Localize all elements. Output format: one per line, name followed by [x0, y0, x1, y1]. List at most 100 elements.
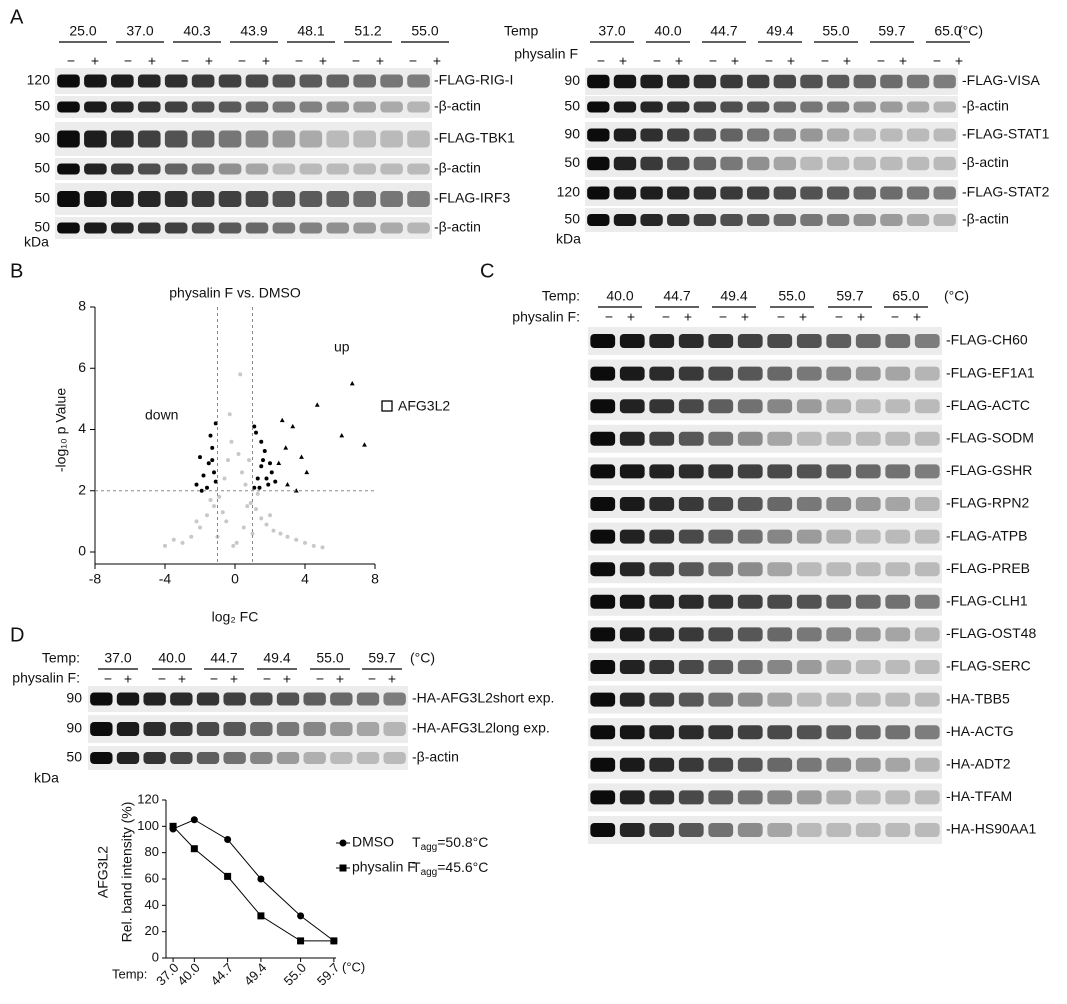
point	[297, 912, 305, 920]
x-tick-label: 59.7	[314, 960, 343, 989]
blot-band	[885, 594, 911, 609]
temperature-label: 55.0	[316, 650, 343, 666]
blot-band	[590, 431, 616, 446]
blot-band	[880, 214, 903, 226]
blot-band	[667, 128, 690, 142]
blot-band	[276, 722, 300, 736]
blot-band	[855, 366, 881, 381]
blot-band	[250, 752, 273, 764]
treatment-sign: −	[316, 671, 324, 687]
temperature-label: 48.1	[297, 23, 324, 39]
blot-band	[619, 725, 645, 740]
blot-band	[84, 163, 107, 175]
blot-band	[191, 163, 215, 175]
point	[234, 540, 239, 545]
blot-band	[826, 562, 852, 577]
temperature-label: 59.7	[368, 650, 395, 666]
blot-band	[800, 186, 823, 200]
blot-band	[885, 399, 911, 414]
blot-band	[796, 562, 822, 577]
point	[210, 445, 215, 450]
point	[226, 458, 230, 463]
blot-band	[137, 74, 161, 88]
treatment-sign: +	[283, 671, 291, 687]
blot-band	[223, 692, 246, 706]
tagg-label: Tagg=45.6°C	[412, 859, 488, 878]
line	[172, 825, 334, 942]
treatment-sign: −	[368, 671, 376, 687]
blot-band	[649, 660, 675, 674]
blot-band	[855, 334, 881, 348]
blot-band	[826, 692, 852, 707]
annotation: AFG3L2	[398, 398, 450, 414]
blot-band	[826, 74, 850, 89]
treatment-sign: +	[913, 309, 921, 325]
blot-band	[826, 399, 852, 414]
protein-label: -FLAG-CH60	[946, 332, 1028, 348]
protein-label: -HA-ACTG	[946, 723, 1014, 739]
blot-band	[590, 366, 616, 381]
blot-strip	[588, 783, 942, 812]
blot-band	[708, 757, 734, 772]
blot-strip	[588, 359, 942, 388]
kda-marker: 50	[34, 160, 50, 176]
blot-strip	[588, 555, 942, 584]
y-tick-label: 6	[78, 359, 86, 375]
blot-band	[380, 74, 403, 88]
treatment-sign: −	[877, 53, 885, 69]
treatment-sign: +	[684, 309, 692, 325]
x-tick-label: 0	[231, 571, 239, 587]
blot-band	[826, 790, 852, 805]
point	[362, 442, 367, 447]
kda-unit: kDa	[556, 231, 581, 247]
tagg-label: Tagg=50.8°C	[412, 834, 488, 853]
x-tick-label: 4	[301, 571, 309, 587]
blot-band	[649, 529, 675, 544]
point	[229, 439, 234, 444]
protein-label: -FLAG-RPN2	[946, 495, 1029, 511]
point	[279, 417, 285, 423]
temperature-label: 37.0	[126, 23, 153, 39]
blot-band	[619, 464, 645, 479]
blot-band	[590, 757, 616, 772]
protein-label: -FLAG-OST48	[946, 625, 1036, 641]
blot-band	[640, 156, 663, 171]
legend-label: physalin F	[352, 859, 416, 875]
blot-band	[678, 497, 704, 511]
blot-band	[737, 464, 763, 479]
blot-band	[303, 692, 326, 706]
temperature-label: 40.0	[606, 288, 633, 304]
blot-band	[356, 692, 380, 706]
x-tick-label: 8	[371, 571, 379, 587]
blot-band	[737, 790, 763, 805]
blot-band	[708, 725, 734, 740]
blot-band	[299, 130, 323, 148]
x-tick-label: 49.4	[241, 960, 270, 989]
blot-band	[885, 334, 911, 348]
blot-band	[619, 660, 645, 674]
blot-band	[796, 529, 822, 544]
blot-band	[906, 214, 930, 226]
blot-band	[767, 529, 793, 544]
blot-band	[678, 529, 704, 544]
point	[268, 461, 272, 466]
blot-band	[649, 757, 675, 772]
kda-marker: 90	[564, 126, 580, 142]
blot-band	[914, 562, 940, 577]
blot-band	[667, 214, 690, 226]
temperature-label: 44.7	[710, 23, 737, 39]
blot-band	[853, 214, 876, 226]
blot-band	[826, 156, 850, 171]
blot-band	[826, 128, 850, 142]
blot-band	[914, 366, 940, 381]
point	[303, 540, 307, 545]
temperature-label: 59.7	[878, 23, 905, 39]
temperature-label: 44.7	[210, 650, 237, 666]
blot-band	[164, 163, 188, 175]
x-axis-unit: (°C)	[342, 959, 365, 974]
blot-band	[914, 334, 940, 348]
blot-band	[826, 660, 852, 674]
protein-label: -FLAG-IRF3	[434, 190, 510, 206]
